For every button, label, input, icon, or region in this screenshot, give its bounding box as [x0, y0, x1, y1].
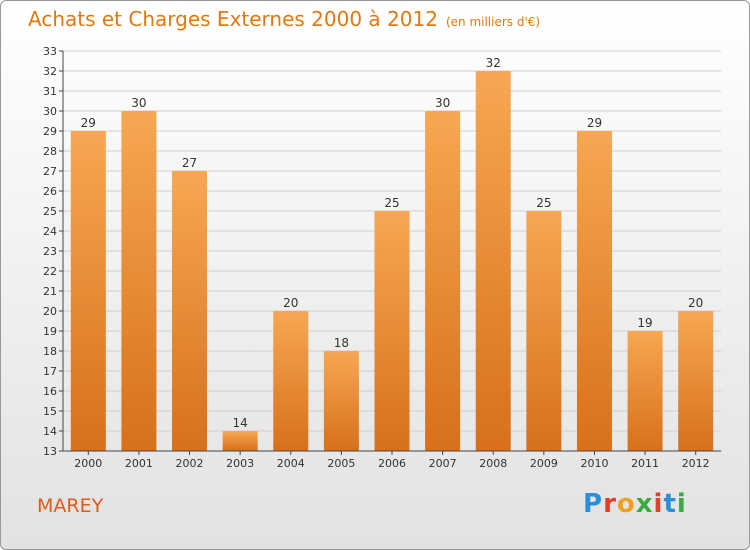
bars — [70, 71, 714, 451]
logo-letter: o — [616, 489, 636, 519]
y-tick-label: 22 — [43, 265, 57, 278]
data-label: 14 — [233, 416, 248, 430]
y-tick-label: 20 — [43, 305, 57, 318]
data-label: 30 — [131, 96, 146, 110]
data-labels: 29 30 27 14 20 18 25 30 32 25 29 19 20 — [81, 56, 704, 430]
bar — [273, 311, 309, 451]
data-label: 25 — [384, 196, 399, 210]
y-tick-label: 23 — [43, 245, 57, 258]
y-tick-label: 15 — [43, 405, 57, 418]
x-tick-label: 2000 — [74, 457, 102, 470]
bar — [374, 211, 410, 451]
x-tick-label: 2002 — [176, 457, 204, 470]
logo-letter: i — [653, 489, 664, 519]
y-tick-label: 13 — [43, 445, 57, 458]
y-tick-label: 31 — [43, 85, 57, 98]
data-label: 27 — [182, 156, 197, 170]
y-tick-label: 19 — [43, 325, 57, 338]
commune-name: MAREY — [37, 495, 104, 517]
y-tick-label: 32 — [43, 65, 57, 78]
logo-letter: x — [635, 489, 654, 519]
x-axis-ticks: 2000 2001 2002 2003 2004 2005 2006 2007 2008 2009… — [74, 451, 710, 470]
bar — [526, 211, 562, 451]
y-tick-label: 21 — [43, 285, 57, 298]
y-axis-ticks: 13 14 15 16 17 18 19 20 21 22 23 24 25 26 27 28 29 30 31 32… — [43, 45, 63, 458]
bar — [576, 131, 612, 451]
data-label: 32 — [486, 56, 501, 70]
bar — [475, 71, 511, 451]
data-label: 30 — [435, 96, 450, 110]
data-label: 29 — [587, 116, 602, 130]
x-tick-label: 2007 — [429, 457, 457, 470]
y-tick-label: 30 — [43, 105, 57, 118]
y-tick-label: 18 — [43, 345, 57, 358]
logo-letter: r — [603, 489, 617, 519]
x-tick-label: 2001 — [125, 457, 153, 470]
chart-subtitle: (en milliers d'€) — [445, 15, 541, 29]
bar — [627, 331, 663, 451]
bar — [70, 131, 106, 451]
bar — [678, 311, 714, 451]
x-tick-label: 2009 — [530, 457, 558, 470]
proxiti-logo[interactable]: Proxiti — [583, 489, 687, 519]
y-tick-label: 17 — [43, 365, 57, 378]
data-label: 19 — [637, 316, 652, 330]
x-tick-label: 2003 — [226, 457, 254, 470]
y-tick-label: 25 — [43, 205, 57, 218]
bar — [222, 431, 258, 451]
bar — [121, 111, 157, 451]
y-tick-label: 33 — [43, 45, 57, 58]
logo-letter: t — [663, 489, 677, 519]
logo-letter: P — [583, 489, 604, 519]
axes — [62, 51, 721, 452]
x-tick-label: 2006 — [378, 457, 406, 470]
x-tick-label: 2012 — [682, 457, 710, 470]
x-tick-label: 2011 — [631, 457, 659, 470]
x-tick-label: 2010 — [580, 457, 608, 470]
y-tick-label: 28 — [43, 145, 57, 158]
logo-letter: i — [676, 489, 687, 519]
data-label: 25 — [536, 196, 551, 210]
data-label: 18 — [334, 336, 349, 350]
chart-title: Achats et Charges Externes 2000 à 2012 (e… — [28, 7, 540, 31]
y-tick-label: 29 — [43, 125, 57, 138]
x-tick-label: 2008 — [479, 457, 507, 470]
y-tick-label: 16 — [43, 385, 57, 398]
x-tick-label: 2004 — [277, 457, 305, 470]
data-label: 20 — [688, 296, 703, 310]
bar — [323, 351, 359, 451]
data-label: 20 — [283, 296, 298, 310]
y-tick-label: 27 — [43, 165, 57, 178]
y-tick-label: 24 — [43, 225, 57, 238]
chart-title-text: Achats et Charges Externes 2000 à 2012 — [28, 7, 438, 31]
y-tick-label: 26 — [43, 185, 57, 198]
data-label: 29 — [81, 116, 96, 130]
bar — [425, 111, 461, 451]
x-tick-label: 2005 — [327, 457, 355, 470]
y-tick-label: 14 — [43, 425, 57, 438]
bar — [172, 171, 208, 451]
